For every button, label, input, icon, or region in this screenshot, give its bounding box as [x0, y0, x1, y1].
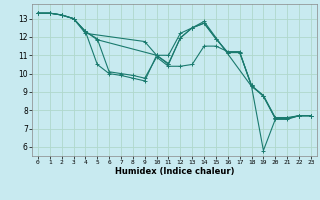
- X-axis label: Humidex (Indice chaleur): Humidex (Indice chaleur): [115, 167, 234, 176]
